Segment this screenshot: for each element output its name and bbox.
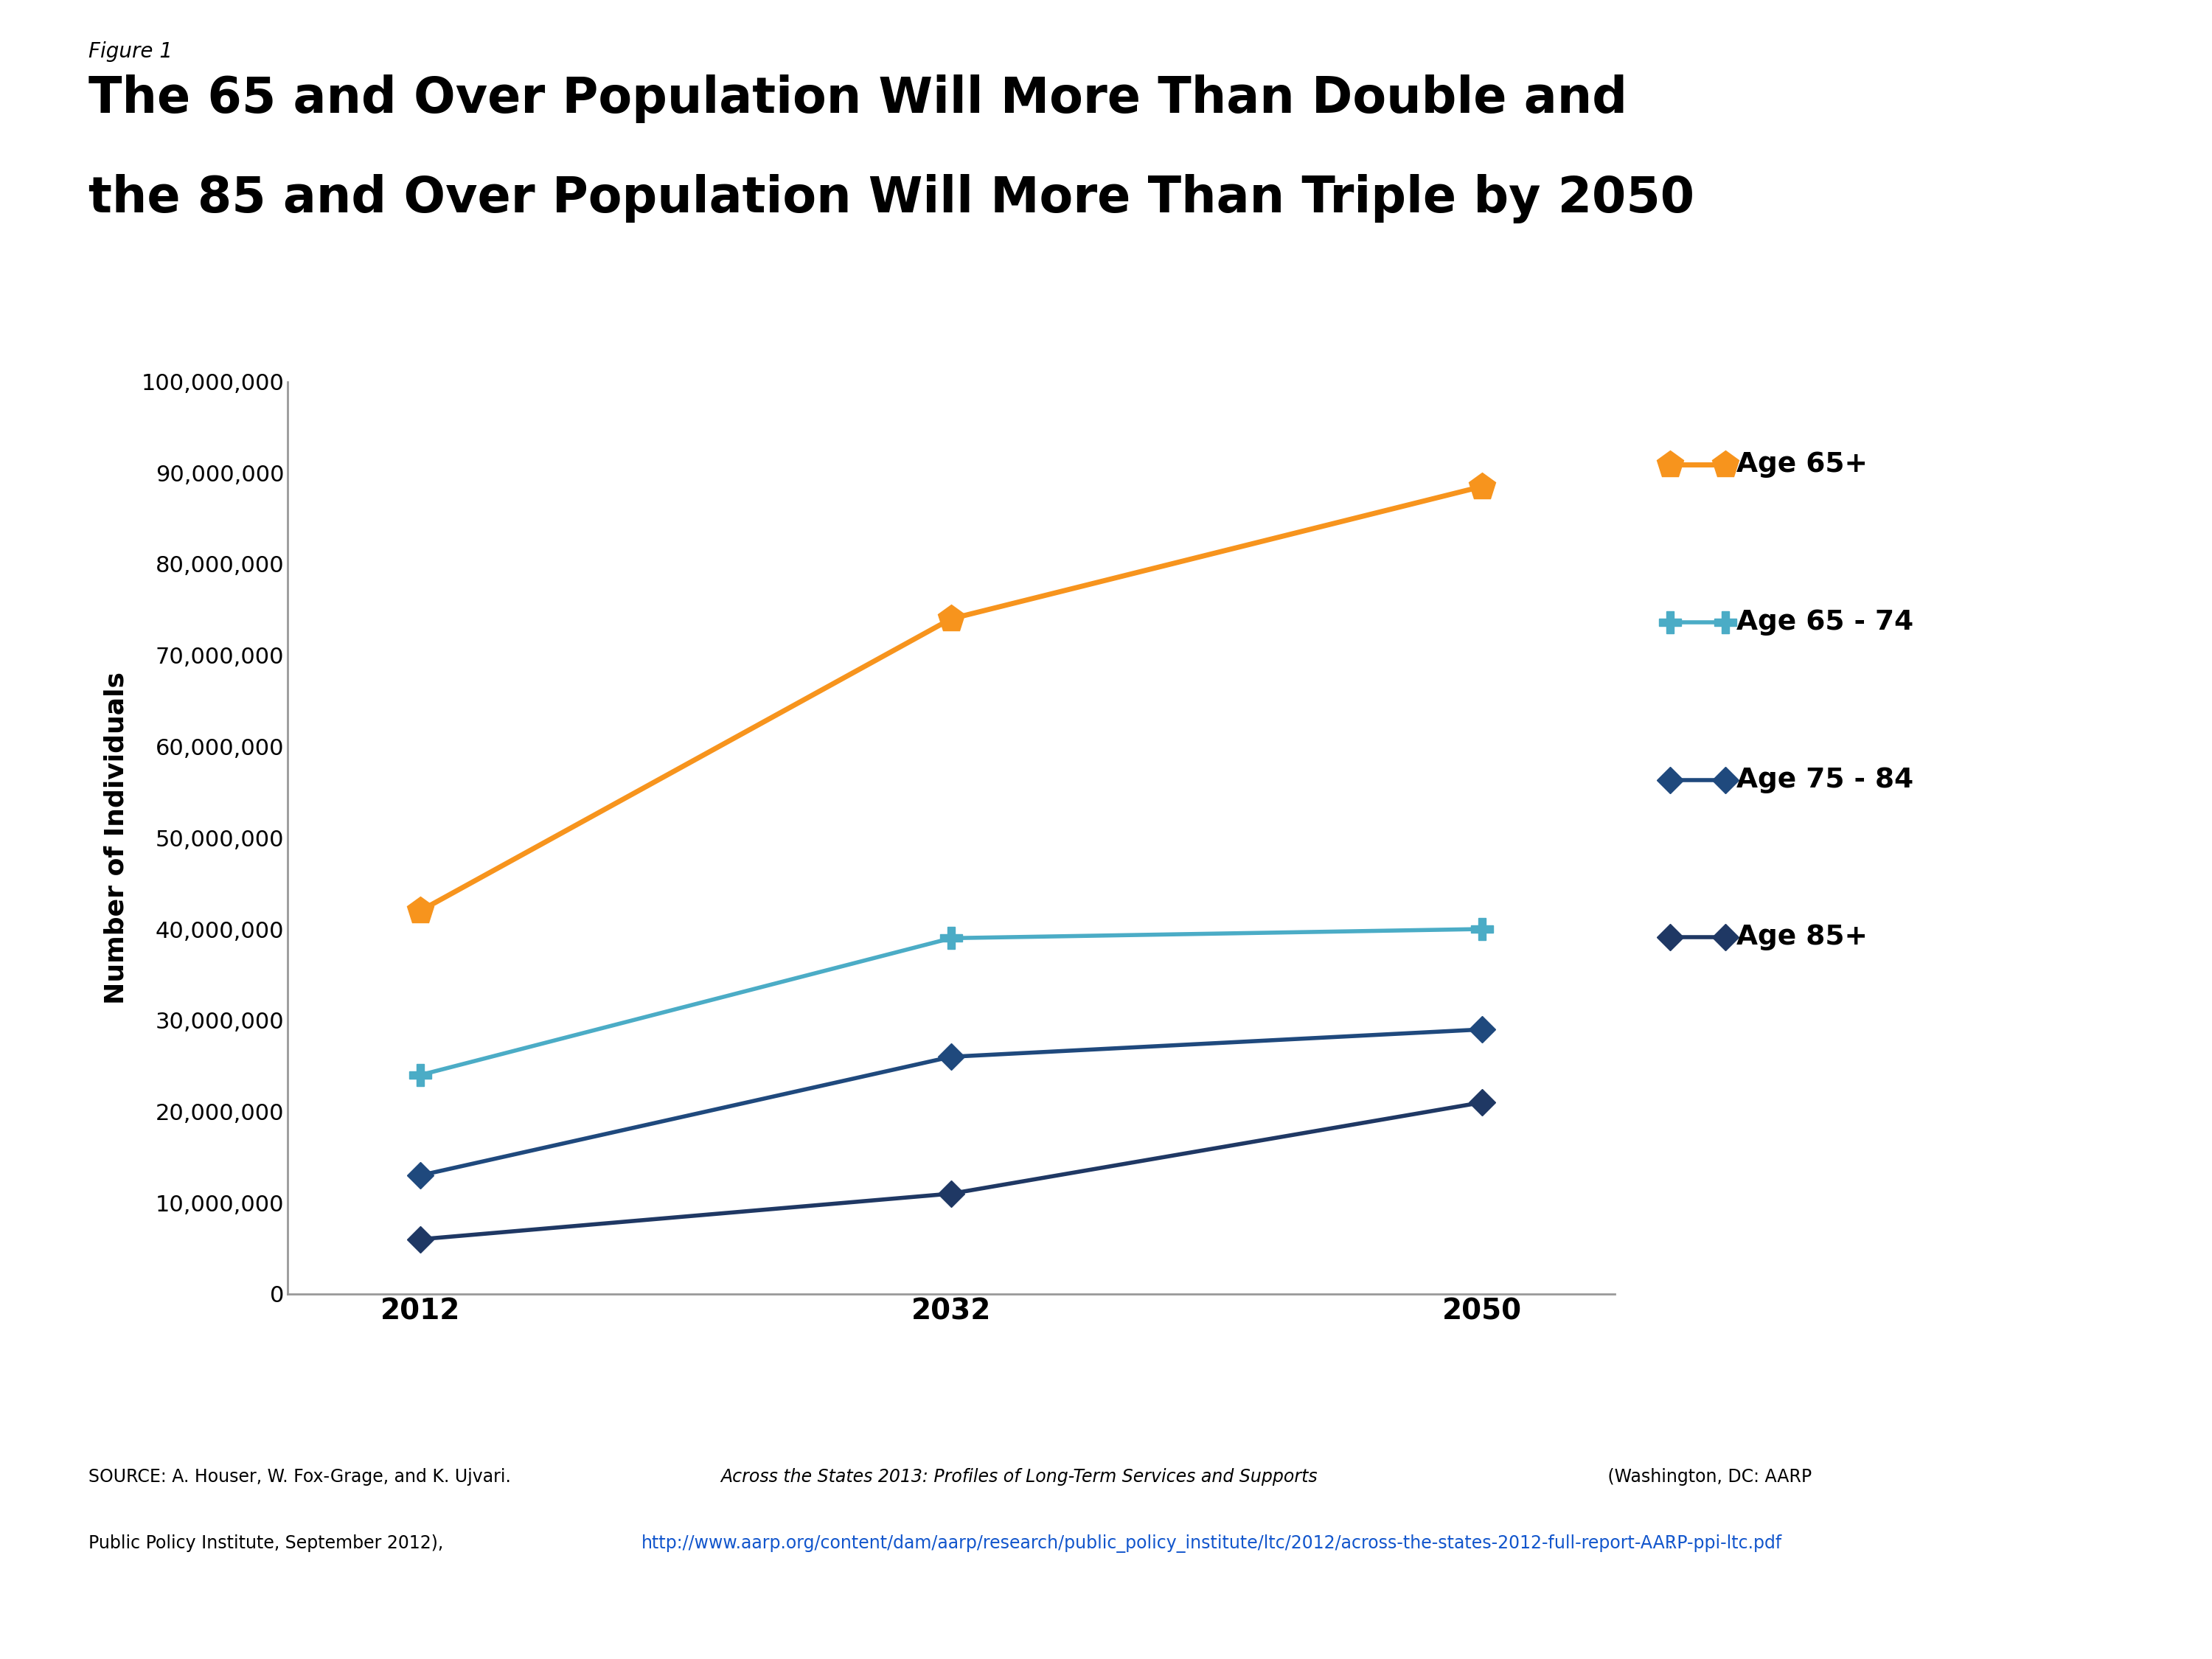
- Text: The 65 and Over Population Will More Than Double and: The 65 and Over Population Will More Tha…: [88, 75, 1628, 123]
- Text: the 85 and Over Population Will More Than Triple by 2050: the 85 and Over Population Will More Tha…: [88, 174, 1694, 224]
- Text: THE HENRY J.: THE HENRY J.: [1978, 1428, 2068, 1442]
- Text: Age 75 - 84: Age 75 - 84: [1736, 766, 1913, 793]
- Text: .: .: [1668, 1535, 1672, 1553]
- Text: Age 65 - 74: Age 65 - 74: [1736, 609, 1913, 635]
- Text: http://www.aarp.org/content/dam/aarp/research/public_policy_institute/ltc/2012/a: http://www.aarp.org/content/dam/aarp/res…: [641, 1535, 1783, 1553]
- Y-axis label: Number of Individuals: Number of Individuals: [104, 672, 128, 1004]
- Text: SOURCE: A. Houser, W. Fox-Grage, and K. Ujvari.: SOURCE: A. Houser, W. Fox-Grage, and K. …: [88, 1468, 515, 1486]
- Text: KAISER: KAISER: [1978, 1480, 2068, 1501]
- Text: FAMILY: FAMILY: [1980, 1518, 2066, 1540]
- Text: Age 85+: Age 85+: [1736, 924, 1867, 951]
- Text: Age 65+: Age 65+: [1736, 451, 1867, 478]
- Text: Figure 1: Figure 1: [88, 41, 173, 61]
- Text: FOUNDATION: FOUNDATION: [1978, 1586, 2068, 1599]
- Text: Public Policy Institute, September 2012),: Public Policy Institute, September 2012)…: [88, 1535, 449, 1553]
- Text: Across the States 2013: Profiles of Long-Term Services and Supports: Across the States 2013: Profiles of Long…: [721, 1468, 1316, 1486]
- Text: (Washington, DC: AARP: (Washington, DC: AARP: [1601, 1468, 1812, 1486]
